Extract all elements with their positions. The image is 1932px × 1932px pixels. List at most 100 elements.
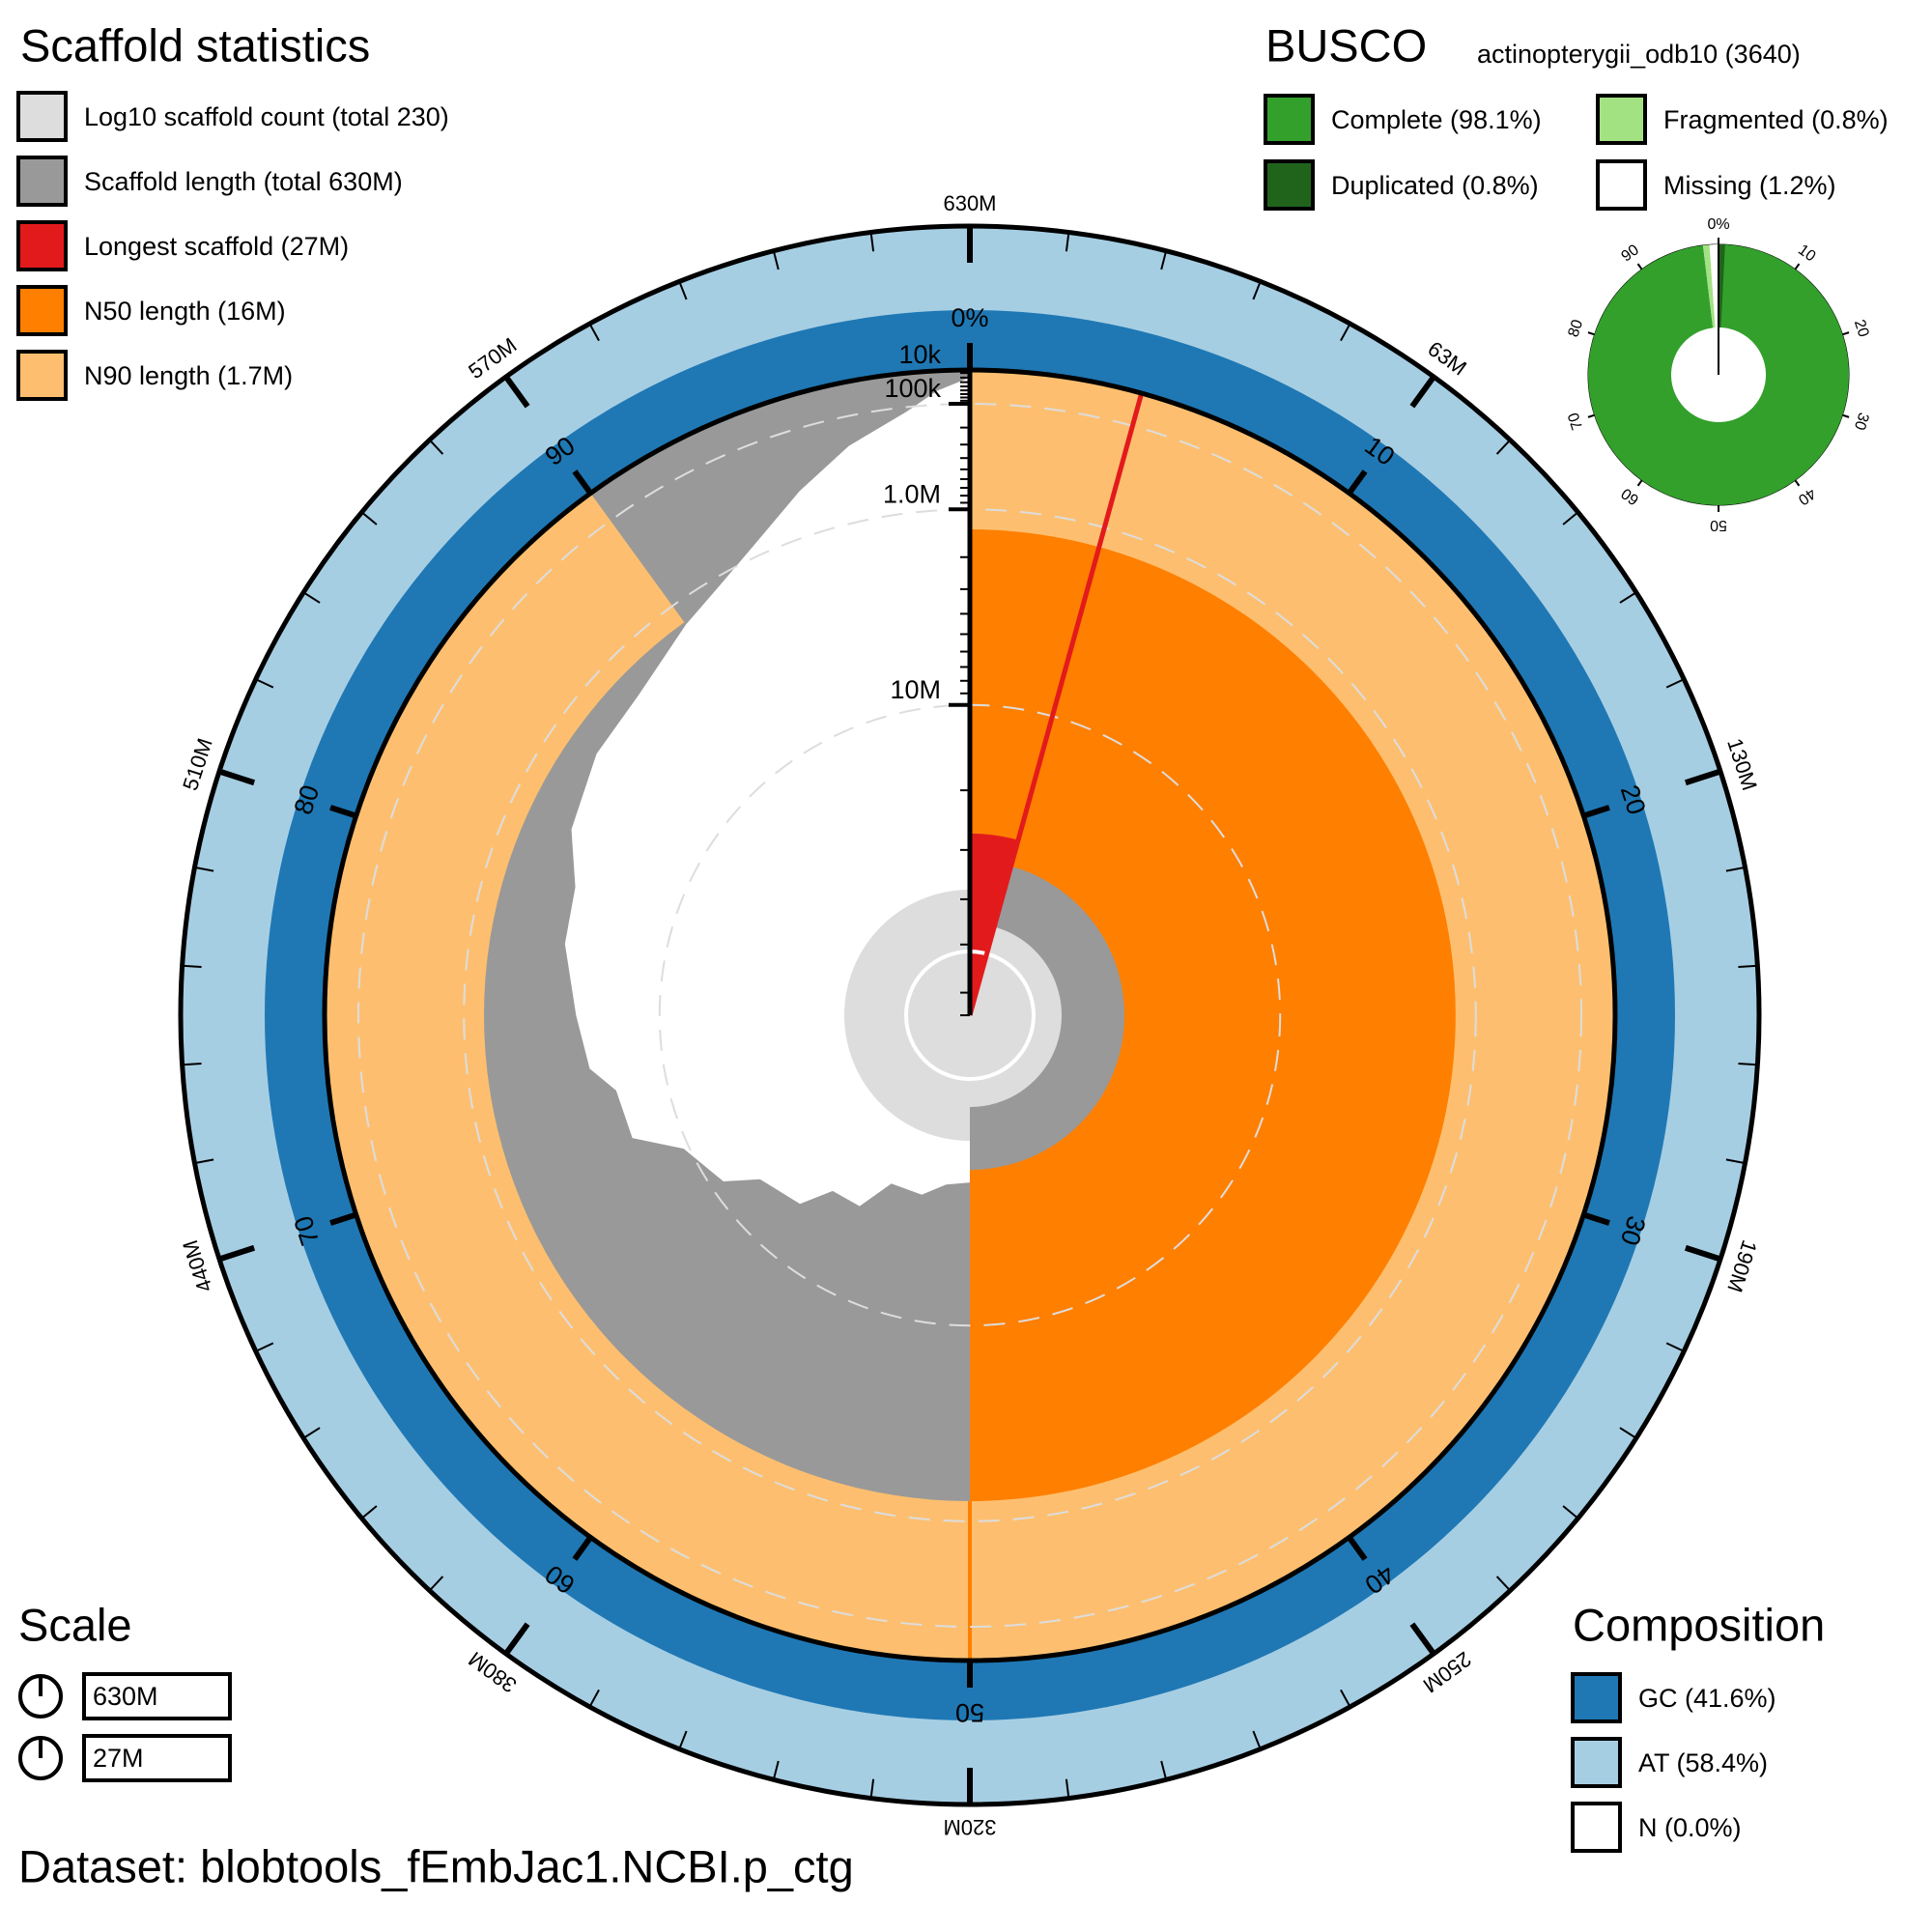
minor-tick: [678, 1730, 688, 1749]
minor-tick: [428, 439, 444, 455]
scale-title: Scale: [18, 1599, 132, 1650]
busco-fragmented: [1702, 244, 1716, 328]
minor-tick: [182, 1063, 202, 1066]
busco-tick-label: 80: [1565, 318, 1586, 339]
percent-tick: [329, 805, 357, 819]
length-tick: [1684, 768, 1721, 786]
legend-label: Scaffold length (total 630M): [84, 167, 403, 196]
minor-tick: [194, 1158, 214, 1165]
busco-tick: [1842, 413, 1850, 418]
minor-tick: [255, 1342, 274, 1352]
composition-swatch: [1571, 1672, 1622, 1723]
minor-tick: [678, 281, 688, 300]
busco-tick: [1794, 479, 1801, 487]
percent-tick: [1582, 1211, 1610, 1226]
length-tick-label: 320M: [943, 1815, 996, 1839]
percent-tick-label: 50: [955, 1698, 984, 1727]
busco-tick: [1587, 413, 1595, 418]
busco-subtitle: actinopterygii_odb10 (3640): [1477, 40, 1801, 69]
minor-tick: [1665, 678, 1685, 689]
busco-tick: [1794, 263, 1801, 270]
minor-tick: [1160, 1760, 1168, 1780]
busco-tick-label: 70: [1565, 411, 1586, 432]
minor-tick: [1495, 1576, 1512, 1592]
busco-tick: [1636, 263, 1643, 270]
length-tick: [503, 375, 530, 409]
minor-tick: [772, 250, 780, 270]
minor-tick: [302, 1427, 321, 1439]
percent-tick: [329, 1211, 357, 1226]
busco-tick-label: 20: [1851, 318, 1872, 339]
legend-swatch: [16, 285, 68, 336]
composition-swatch: [1571, 1737, 1622, 1788]
minor-tick: [182, 964, 202, 968]
minor-tick: [360, 511, 378, 526]
radius-tick-label: 100k: [884, 374, 941, 403]
busco-missing: [1709, 244, 1719, 328]
minor-tick: [1252, 1730, 1262, 1749]
minor-tick: [1252, 281, 1262, 300]
minor-tick: [255, 678, 274, 689]
busco-tick-label: 90: [1619, 242, 1642, 265]
busco-duplicated: [1719, 244, 1725, 328]
length-tick: [503, 1622, 530, 1656]
busco-swatch: [1264, 159, 1315, 211]
chart-title: Scaffold statistics: [20, 19, 370, 71]
radius-tick-label: 10k: [898, 340, 941, 369]
percent-tick: [572, 1535, 593, 1561]
composition-title: Composition: [1573, 1599, 1825, 1650]
radius-tick-label: 1.0M: [883, 479, 941, 508]
legend-label: N90 length (1.7M): [84, 361, 293, 390]
legend-label: Longest scaffold (27M): [84, 232, 349, 261]
minor-tick: [1340, 323, 1351, 342]
busco-tick: [1587, 331, 1595, 336]
radius-grid: [357, 403, 1582, 1628]
minor-tick: [1619, 1427, 1637, 1439]
composition-label: AT (58.4%): [1638, 1748, 1768, 1777]
minor-tick: [588, 1689, 600, 1708]
percent-tick-label: 0%: [951, 303, 988, 332]
minor-tick: [1340, 1689, 1351, 1708]
minor-tick: [1738, 964, 1758, 968]
busco-swatch: [1596, 94, 1647, 145]
minor-tick: [1665, 1342, 1685, 1352]
minor-tick: [1160, 250, 1168, 270]
minor-tick: [772, 1760, 780, 1780]
length-tick-label: 190M: [1722, 1237, 1762, 1295]
busco-tick-label: 60: [1618, 484, 1641, 507]
length-tick-label: 130M: [1722, 735, 1762, 793]
minor-tick: [194, 866, 214, 872]
busco-label: Duplicated (0.8%): [1331, 171, 1539, 200]
scale-label: 630M: [93, 1682, 158, 1711]
length-tick: [218, 768, 256, 786]
busco-tick-label: 40: [1795, 485, 1818, 508]
minor-tick: [1562, 1505, 1579, 1520]
busco-tick-label: 50: [1710, 517, 1727, 533]
length-tick: [218, 1244, 256, 1263]
minor-tick: [1495, 439, 1512, 455]
busco-tick-label: 30: [1851, 411, 1872, 432]
minor-tick: [869, 1778, 875, 1799]
busco-label: Fragmented (0.8%): [1663, 105, 1889, 134]
busco-tick-label: 10: [1795, 242, 1818, 265]
busco-title: BUSCO: [1265, 19, 1427, 71]
composition-swatch: [1571, 1802, 1622, 1853]
scale-box: [82, 1734, 232, 1782]
length-tick: [1684, 1244, 1721, 1263]
legend-swatch: [16, 91, 68, 142]
minor-tick: [1738, 1063, 1758, 1066]
percent-tick: [1347, 469, 1368, 496]
minor-tick: [1725, 1158, 1746, 1165]
scale-box: [82, 1672, 232, 1720]
minor-tick: [1562, 511, 1579, 526]
length-tick-label: 510M: [178, 735, 217, 793]
length-tick: [1409, 1622, 1436, 1656]
minor-tick: [1065, 232, 1070, 252]
percent-tick: [1582, 805, 1610, 819]
legend-label: N50 length (16M): [84, 297, 286, 326]
length-tick: [1409, 375, 1436, 409]
length-tick-label: 630M: [943, 191, 996, 215]
legend-label: Log10 scaffold count (total 230): [84, 102, 449, 131]
minor-tick: [1065, 1778, 1070, 1799]
